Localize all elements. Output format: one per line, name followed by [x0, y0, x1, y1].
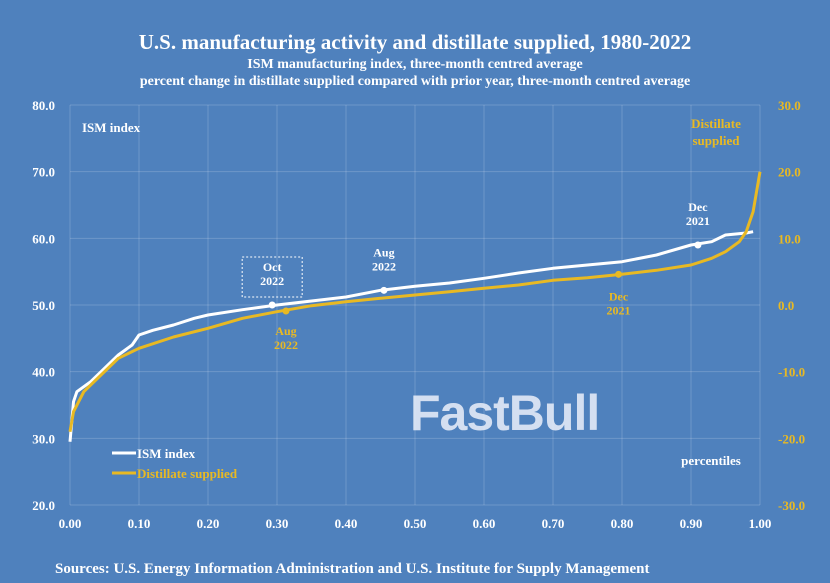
- x-tick-label: 0.20: [197, 516, 220, 531]
- y-left-tick-label: 80.0: [32, 98, 55, 113]
- y-right-axis-label: supplied: [693, 133, 741, 148]
- watermark-logo: FastBull: [410, 385, 600, 441]
- annotation-label: Oct: [263, 260, 282, 274]
- y-right-tick-label: -20.0: [778, 431, 805, 446]
- annotation-label: Dec: [609, 289, 629, 303]
- chart-subtitle-2: percent change in distillate supplied co…: [139, 74, 691, 89]
- y-left-tick-label: 20.0: [32, 498, 55, 513]
- y-left-tick-label: 30.0: [32, 431, 55, 446]
- annotation-box: [241, 256, 303, 298]
- annotation-label: 2021: [607, 303, 631, 317]
- y-right-tick-label: 30.0: [778, 98, 801, 113]
- annotation-label: Aug: [275, 324, 296, 338]
- annotation-label: 2022: [260, 274, 284, 288]
- annotation-marker: [282, 307, 290, 315]
- x-tick-label: 0.80: [611, 516, 634, 531]
- chart-subtitle-1: ISM manufacturing index, three-month cen…: [247, 57, 583, 72]
- y-left-tick-label: 60.0: [32, 231, 55, 246]
- x-tick-label: 0.60: [473, 516, 496, 531]
- legend-label: Distillate supplied: [137, 466, 238, 481]
- x-tick-label: 0.00: [59, 516, 82, 531]
- annotation-marker: [268, 301, 276, 309]
- x-tick-label: 0.70: [542, 516, 565, 531]
- chart-title: U.S. manufacturing activity and distilla…: [138, 30, 692, 54]
- x-tick-label: 0.50: [404, 516, 427, 531]
- legend-label: ISM index: [137, 446, 196, 461]
- annotation-label: 2021: [686, 214, 710, 228]
- x-tick-label: 0.90: [680, 516, 703, 531]
- x-tick-label: 0.10: [128, 516, 151, 531]
- y-right-tick-label: 0.0: [778, 298, 794, 313]
- annotation-marker: [615, 270, 623, 278]
- series-line-ism: [68, 230, 754, 442]
- y-right-tick-label: -10.0: [778, 365, 805, 380]
- annotation-marker: [694, 241, 702, 249]
- annotation-label: 2022: [274, 338, 298, 352]
- y-left-tick-label: 40.0: [32, 365, 55, 380]
- y-right-tick-label: 10.0: [778, 231, 801, 246]
- y-left-tick-label: 50.0: [32, 298, 55, 313]
- y-right-axis-label: Distillate: [691, 116, 741, 131]
- x-axis-label: percentiles: [681, 453, 741, 468]
- x-tick-label: 0.40: [335, 516, 358, 531]
- annotation-label: Dec: [688, 200, 708, 214]
- x-tick-label: 1.00: [749, 516, 772, 531]
- annotation-label: 2022: [372, 259, 396, 273]
- y-left-axis-label: ISM index: [82, 120, 141, 135]
- x-tick-label: 0.30: [266, 516, 289, 531]
- y-right-tick-label: -30.0: [778, 498, 805, 513]
- series-line-distillate: [68, 171, 762, 432]
- y-left-tick-label: 70.0: [32, 165, 55, 180]
- annotation-label: Aug: [373, 245, 394, 259]
- source-note: Sources: U.S. Energy Information Adminis…: [55, 561, 650, 577]
- annotation-marker: [380, 286, 388, 294]
- y-right-tick-label: 20.0: [778, 165, 801, 180]
